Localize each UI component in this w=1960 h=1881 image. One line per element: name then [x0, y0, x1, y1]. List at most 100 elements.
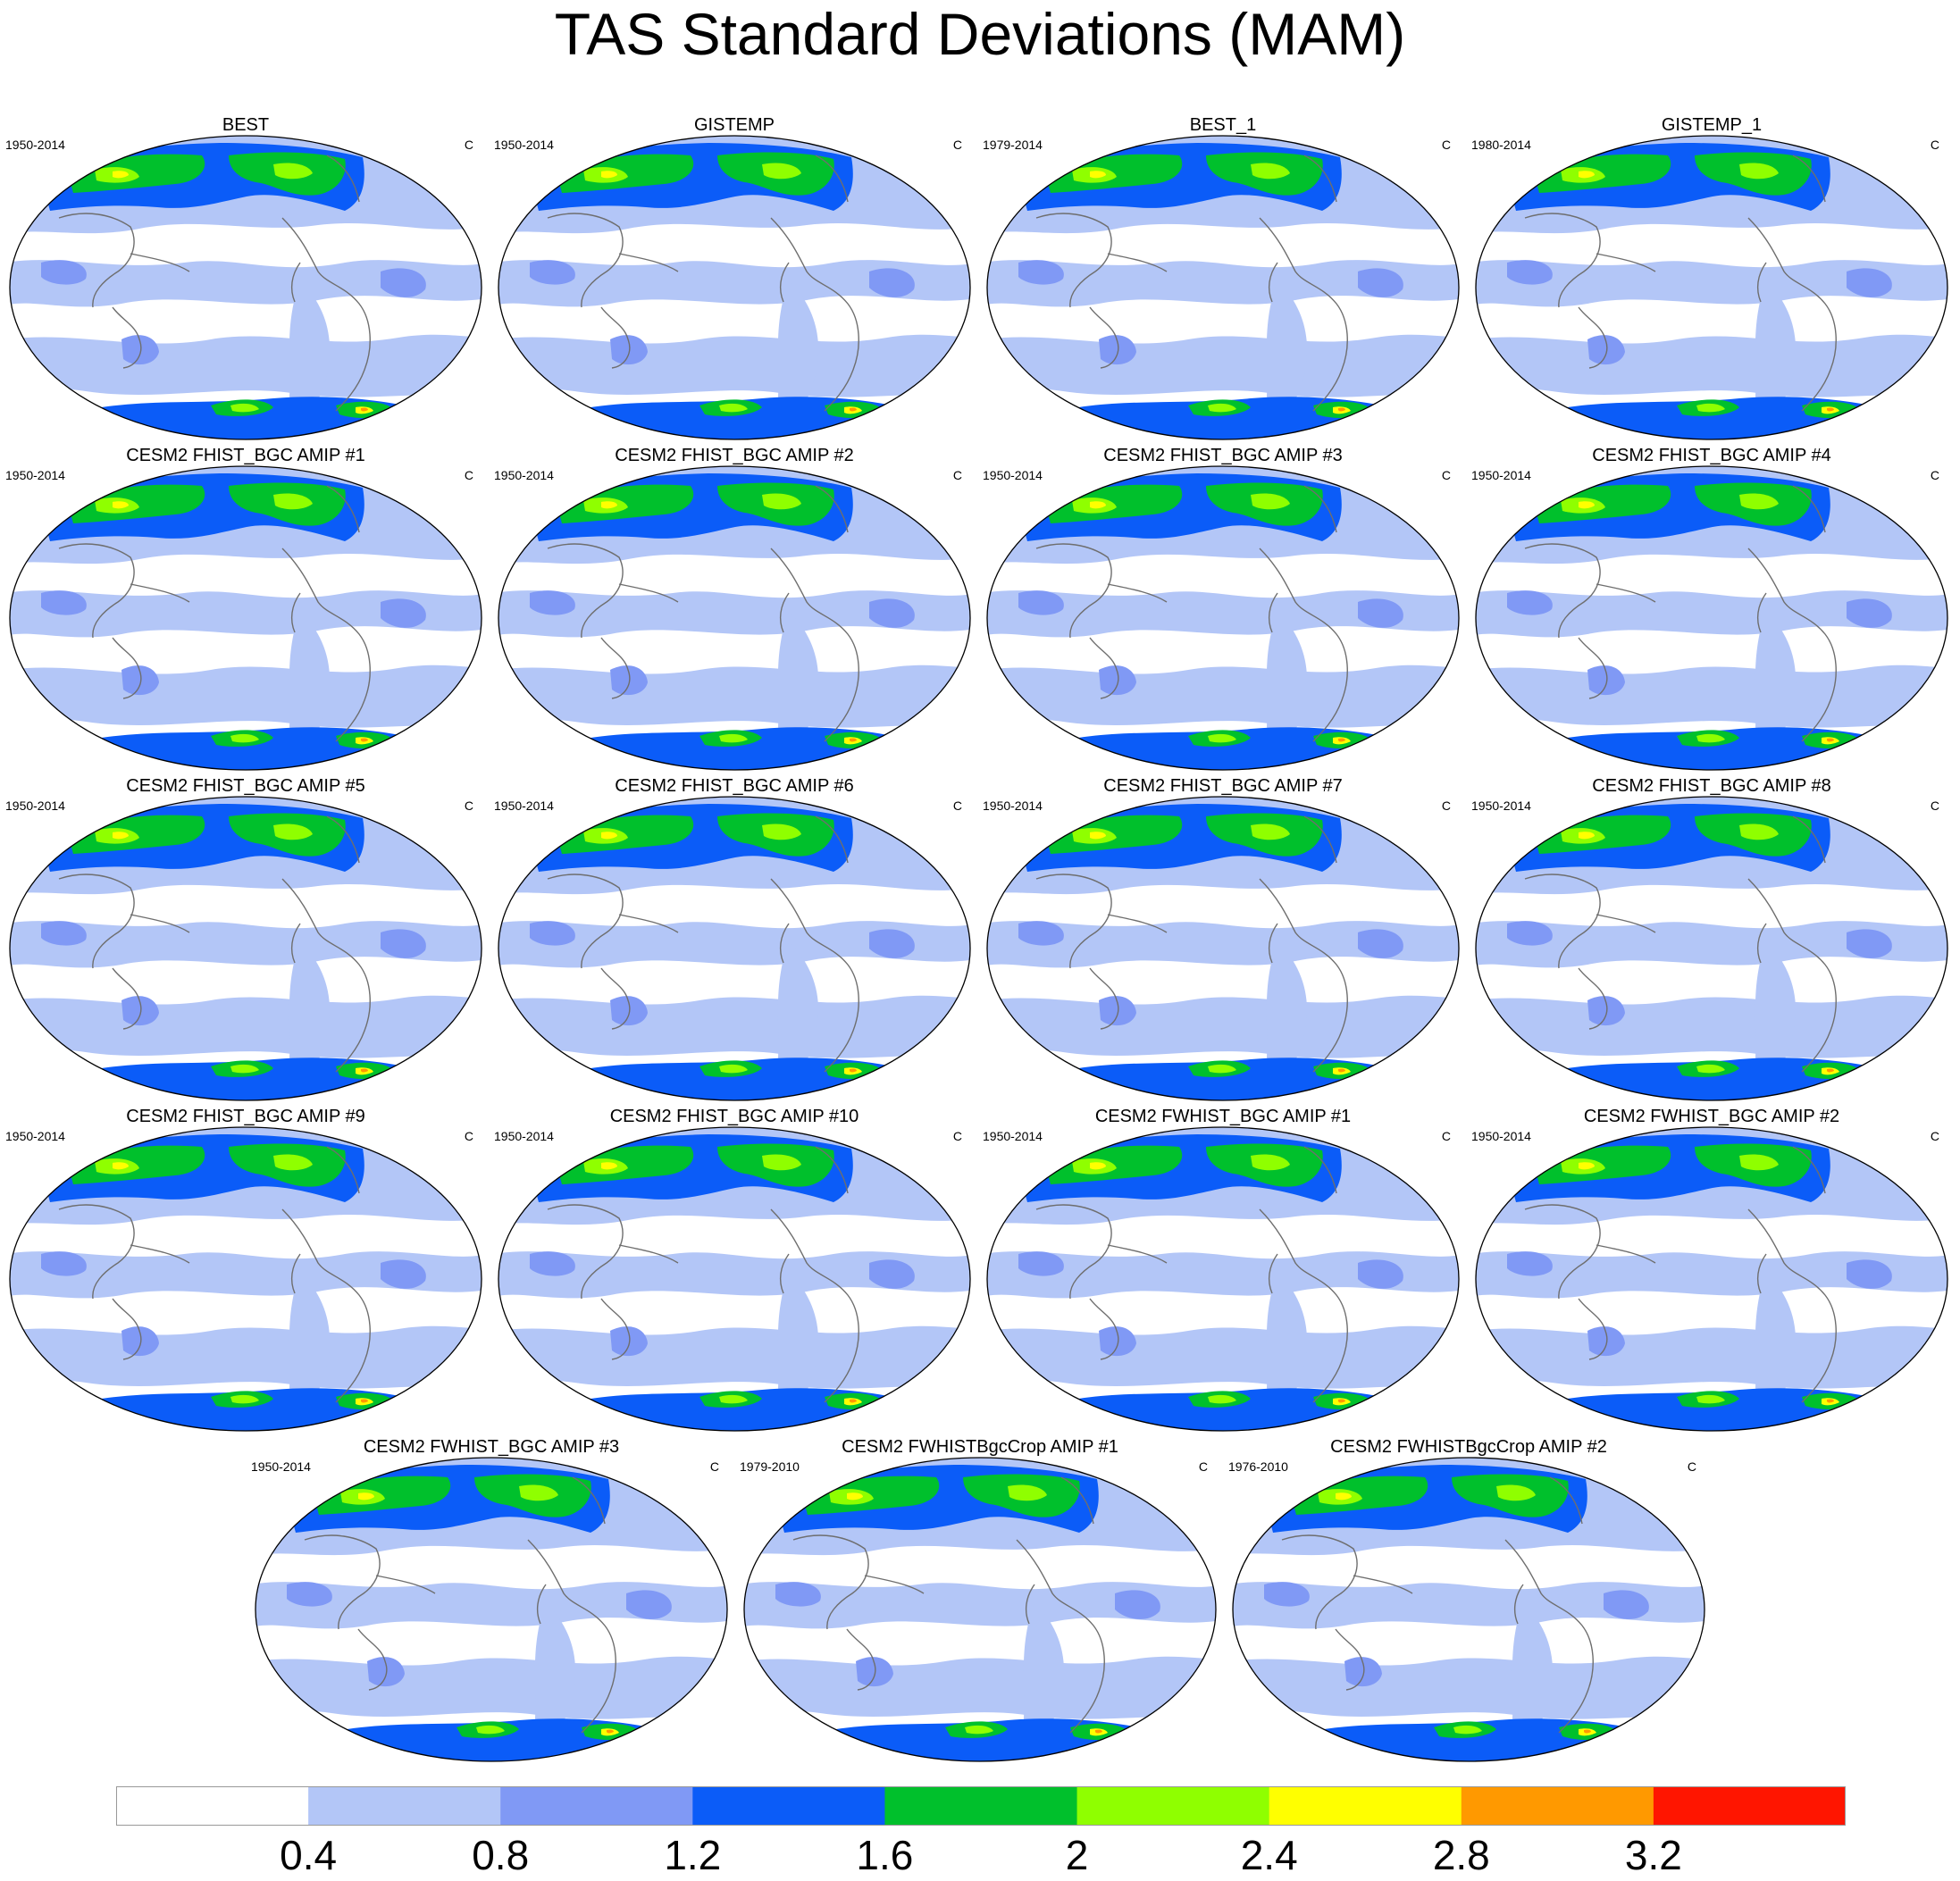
panel-title: BEST — [222, 115, 270, 135]
panel-title: CESM2 FHIST_BGC AMIP #6 — [615, 776, 854, 796]
map-panel: CESM2 FHIST_BGC AMIP #1 1950-2014 C — [5, 445, 486, 777]
world-map — [5, 129, 486, 447]
map-panel: BEST_1 1979-2014 C — [983, 114, 1463, 447]
panel-title: CESM2 FHIST_BGC AMIP #4 — [1592, 446, 1831, 465]
panel-years: 1979-2014 — [983, 138, 1043, 152]
panel-units: C — [464, 1129, 473, 1143]
panel-years: 1950-2014 — [251, 1459, 311, 1474]
world-map — [983, 1120, 1463, 1438]
world-map — [1228, 1450, 1709, 1768]
panel-title: CESM2 FHIST_BGC AMIP #7 — [1103, 776, 1343, 796]
map-panel: CESM2 FHIST_BGC AMIP #5 1950-2014 C — [5, 775, 486, 1108]
panel-title: CESM2 FHIST_BGC AMIP #8 — [1592, 776, 1831, 796]
world-map — [5, 1120, 486, 1438]
colorbar-label: 1.6 — [856, 1832, 914, 1878]
panel-years: 1950-2014 — [5, 138, 65, 152]
panel-units: C — [1441, 798, 1451, 813]
map-panel: CESM2 FHIST_BGC AMIP #2 1950-2014 C — [494, 445, 975, 777]
panel-years: 1950-2014 — [494, 138, 554, 152]
panel-title: CESM2 FHIST_BGC AMIP #5 — [126, 776, 365, 796]
world-map — [983, 459, 1463, 777]
map-panel: CESM2 FHIST_BGC AMIP #6 1950-2014 C — [494, 775, 975, 1108]
panel-units: C — [464, 798, 473, 813]
world-map — [1471, 1120, 1952, 1438]
panel-units: C — [464, 468, 473, 482]
panel-years: 1950-2014 — [494, 798, 554, 813]
colorbar-label: 0.8 — [472, 1832, 530, 1878]
panel-years: 1950-2014 — [5, 468, 65, 482]
panel-title: CESM2 FWHIST_BGC AMIP #1 — [1094, 1107, 1352, 1126]
panel-years: 1950-2014 — [5, 1129, 65, 1143]
colorbar — [116, 1786, 1846, 1826]
panel-years: 1976-2010 — [1228, 1459, 1288, 1474]
colorbar-label: 2.4 — [1240, 1832, 1298, 1878]
colorbar-label: 2 — [1065, 1832, 1089, 1878]
panel-years: 1950-2014 — [5, 798, 65, 813]
panel-years: 1950-2014 — [1471, 1129, 1531, 1143]
world-map — [494, 129, 975, 447]
colorbar-swatch — [308, 1786, 501, 1826]
map-panel: CESM2 FHIST_BGC AMIP #9 1950-2014 C — [5, 1106, 486, 1438]
panel-title: BEST_1 — [1189, 115, 1257, 135]
panel-title: GISTEMP_1 — [1661, 115, 1763, 135]
panel-title: CESM2 FWHISTBgcCrop AMIP #2 — [1330, 1437, 1607, 1457]
panel-title: CESM2 FHIST_BGC AMIP #9 — [126, 1107, 365, 1126]
panel-units: C — [952, 468, 962, 482]
panel-title: CESM2 FHIST_BGC AMIP #3 — [1103, 446, 1343, 465]
colorbar-label: 3.2 — [1624, 1832, 1682, 1878]
map-panel: CESM2 FHIST_BGC AMIP #7 1950-2014 C — [983, 775, 1463, 1108]
panel-years: 1950-2014 — [1471, 798, 1531, 813]
panel-years: 1980-2014 — [1471, 138, 1531, 152]
main-title: TAS Standard Deviations (MAM) — [554, 1, 1406, 67]
world-map — [740, 1450, 1220, 1768]
world-map — [251, 1450, 732, 1768]
panel-units: C — [1441, 1129, 1451, 1143]
colorbar-swatch — [884, 1786, 1078, 1826]
colorbar-swatch — [692, 1786, 885, 1826]
world-map — [1471, 459, 1952, 777]
panel-units: C — [952, 138, 962, 152]
panel-units: C — [1441, 468, 1451, 482]
panel-units: C — [1930, 798, 1939, 813]
panel-units: C — [952, 1129, 962, 1143]
colorbar-swatch — [1269, 1786, 1462, 1826]
panel-title: CESM2 FWHIST_BGC AMIP #2 — [1583, 1107, 1840, 1126]
map-panel: CESM2 FWHIST_BGC AMIP #3 1950-2014 C — [251, 1436, 732, 1768]
panel-units: C — [1198, 1459, 1208, 1474]
world-map — [983, 129, 1463, 447]
map-panel: CESM2 FWHISTBgcCrop AMIP #2 1976-2010 C — [1228, 1436, 1709, 1768]
world-map — [494, 790, 975, 1108]
panel-years: 1950-2014 — [1471, 468, 1531, 482]
panel-years: 1950-2014 — [983, 798, 1043, 813]
world-map — [983, 790, 1463, 1108]
map-panel: CESM2 FWHIST_BGC AMIP #1 1950-2014 C — [983, 1106, 1463, 1438]
world-map — [494, 1120, 975, 1438]
panel-units: C — [1441, 138, 1451, 152]
panel-title: GISTEMP — [693, 115, 775, 135]
map-panel: CESM2 FWHISTBgcCrop AMIP #1 1979-2010 C — [740, 1436, 1220, 1768]
world-map — [1471, 790, 1952, 1108]
panel-years: 1950-2014 — [983, 1129, 1043, 1143]
colorbar-border — [116, 1786, 1846, 1826]
map-panel: GISTEMP 1950-2014 C — [494, 114, 975, 447]
panel-units: C — [1687, 1459, 1696, 1474]
world-map — [1471, 129, 1952, 447]
panel-units: C — [464, 138, 473, 152]
panel-years: 1950-2014 — [983, 468, 1043, 482]
map-panel: BEST 1950-2014 C — [5, 114, 486, 447]
panel-units: C — [709, 1459, 719, 1474]
map-panel: CESM2 FHIST_BGC AMIP #10 1950-2014 C — [494, 1106, 975, 1438]
panel-units: C — [1930, 138, 1939, 152]
panel-years: 1950-2014 — [494, 468, 554, 482]
panel-units: C — [1930, 468, 1939, 482]
world-map — [5, 790, 486, 1108]
panel-title: CESM2 FHIST_BGC AMIP #10 — [609, 1107, 859, 1126]
map-panel: GISTEMP_1 1980-2014 C — [1471, 114, 1952, 447]
colorbar-swatch — [1461, 1786, 1654, 1826]
world-map — [5, 459, 486, 777]
world-map — [494, 459, 975, 777]
map-panel: CESM2 FHIST_BGC AMIP #4 1950-2014 C — [1471, 445, 1952, 777]
map-panel: CESM2 FHIST_BGC AMIP #8 1950-2014 C — [1471, 775, 1952, 1108]
panel-units: C — [1930, 1129, 1939, 1143]
colorbar-swatch — [1076, 1786, 1270, 1826]
